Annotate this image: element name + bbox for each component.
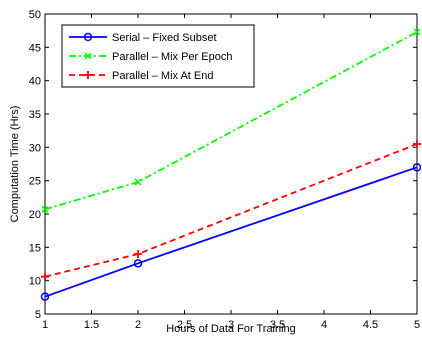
series-1 bbox=[41, 28, 421, 213]
data-point bbox=[41, 272, 49, 281]
y-tick-label: 40 bbox=[29, 76, 41, 88]
legend-label: Serial – Fixed Subset bbox=[112, 32, 217, 44]
x-axis-title: Hours of Data For Training bbox=[166, 323, 296, 335]
data-point bbox=[83, 32, 93, 42]
y-axis-title: Computation Time (Hrs) bbox=[9, 106, 21, 223]
y-tick-label: 10 bbox=[29, 276, 41, 288]
x-tick-label: 1.5 bbox=[84, 319, 99, 331]
legend-entry: Serial – Fixed Subset bbox=[69, 32, 217, 44]
y-tick-label: 15 bbox=[29, 242, 41, 254]
axis-ticks: 1 1.5 2 2.5 3 3.5 4 4.5 5 5 10 15 20 25 30 35 40 45 50 bbox=[29, 9, 420, 331]
x-tick-label: 4 bbox=[321, 319, 327, 331]
series-0 bbox=[40, 163, 422, 301]
data-point bbox=[84, 71, 92, 79]
x-tick-label: 3.5 bbox=[270, 319, 285, 331]
x-tick-label: 2.5 bbox=[177, 319, 192, 331]
x-tick-label: 2 bbox=[135, 319, 141, 331]
y-tick-label: 30 bbox=[29, 142, 41, 154]
data-point bbox=[413, 28, 421, 36]
y-tick-label: 35 bbox=[29, 109, 41, 121]
data-point bbox=[412, 163, 422, 172]
y-tick-label: 25 bbox=[29, 176, 41, 188]
y-tick-label: 50 bbox=[29, 9, 41, 21]
data-point bbox=[134, 250, 142, 258]
data-point bbox=[41, 205, 49, 213]
legend: Serial – Fixed Subset Parallel – Mix Per … bbox=[61, 24, 255, 88]
data-point bbox=[413, 140, 421, 148]
series-2 bbox=[41, 140, 421, 281]
data-point bbox=[40, 292, 50, 301]
data-point bbox=[84, 52, 92, 60]
legend-entry: Parallel – Mix Per Epoch bbox=[69, 51, 232, 63]
legend-label: Parallel – Mix Per Epoch bbox=[112, 51, 232, 63]
series-layer bbox=[40, 28, 422, 301]
legend-entry: Parallel – Mix At End bbox=[69, 70, 214, 82]
series-line bbox=[44, 166, 418, 298]
x-tick-label: 4.5 bbox=[363, 319, 378, 331]
y-tick-label: 20 bbox=[29, 209, 41, 221]
legend-label: Parallel – Mix At End bbox=[112, 70, 214, 82]
data-point bbox=[134, 178, 142, 186]
x-tick-label: 3 bbox=[228, 319, 234, 331]
data-point bbox=[133, 259, 143, 268]
y-tick-label: 5 bbox=[35, 309, 41, 321]
x-tick-label: 5 bbox=[414, 319, 420, 331]
y-tick-label: 45 bbox=[29, 42, 41, 54]
x-tick-label: 1 bbox=[42, 319, 48, 331]
